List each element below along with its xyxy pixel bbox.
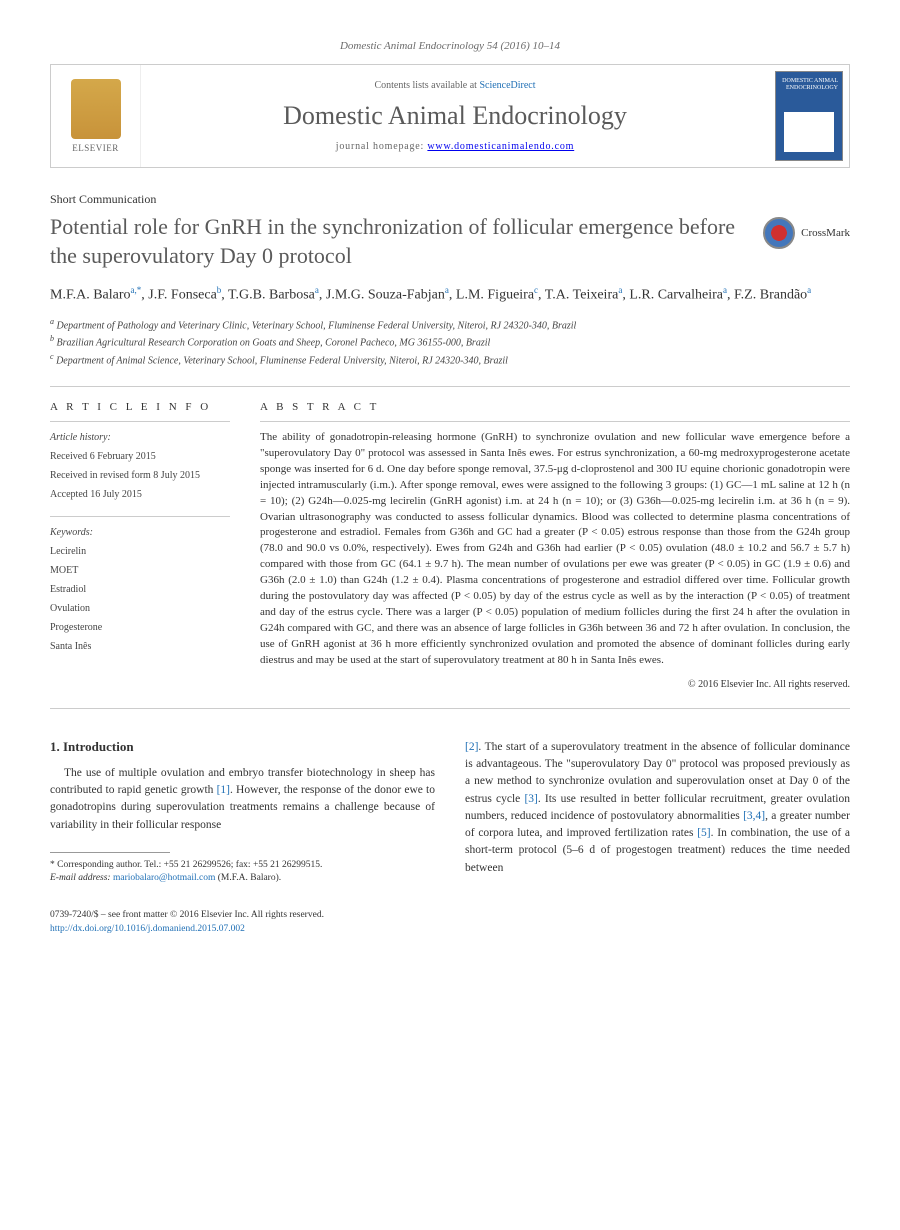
intro-para-2: [2]. The start of a superovulatory treat… xyxy=(465,739,850,877)
citation-link[interactable]: [1] xyxy=(217,784,230,796)
abstract-copyright: © 2016 Elsevier Inc. All rights reserved… xyxy=(260,679,850,690)
keyword-item: Progesterone xyxy=(50,620,230,635)
revised-date: Received in revised form 8 July 2015 xyxy=(50,468,230,483)
footnote-email-label: E-mail address: xyxy=(50,873,111,883)
journal-header: ELSEVIER Contents lists available at Sci… xyxy=(50,64,850,168)
abstract-heading: A B S T R A C T xyxy=(260,401,850,413)
footnote-email-line: E-mail address: mariobalaro@hotmail.com … xyxy=(50,872,435,885)
keyword-item: MOET xyxy=(50,563,230,578)
elsevier-logo[interactable]: ELSEVIER xyxy=(51,65,141,167)
article-title: Potential role for GnRH in the synchroni… xyxy=(50,213,743,270)
homepage-line: journal homepage: www.domesticanimalendo… xyxy=(151,141,759,152)
separator-bottom xyxy=(50,708,850,709)
contents-prefix: Contents lists available at xyxy=(374,80,479,91)
keyword-item: Estradiol xyxy=(50,582,230,597)
keyword-item: Ovulation xyxy=(50,601,230,616)
homepage-prefix: journal homepage: xyxy=(336,141,428,152)
page-container: Domestic Animal Endocrinology 54 (2016) … xyxy=(0,0,900,976)
crossmark-icon xyxy=(763,217,795,249)
accepted-date: Accepted 16 July 2015 xyxy=(50,487,230,502)
article-type: Short Communication xyxy=(50,192,850,207)
footnote-separator xyxy=(50,852,170,853)
abstract-column: A B S T R A C T The ability of gonadotro… xyxy=(260,401,850,690)
keywords-label: Keywords: xyxy=(50,525,230,540)
affiliations: a Department of Pathology and Veterinary… xyxy=(50,316,850,368)
page-footer: 0739-7240/$ – see front matter © 2016 El… xyxy=(50,909,850,936)
citation-link[interactable]: [3] xyxy=(524,793,537,805)
article-info-heading: A R T I C L E I N F O xyxy=(50,401,230,413)
info-sep-1 xyxy=(50,421,230,422)
footer-issn: 0739-7240/$ – see front matter © 2016 El… xyxy=(50,909,850,922)
crossmark-label: CrossMark xyxy=(801,227,850,239)
article-info-column: A R T I C L E I N F O Article history: R… xyxy=(50,401,230,690)
elsevier-tree-icon xyxy=(71,79,121,139)
sciencedirect-link[interactable]: ScienceDirect xyxy=(479,80,535,91)
info-abstract-row: A R T I C L E I N F O Article history: R… xyxy=(50,401,850,690)
title-row: Potential role for GnRH in the synchroni… xyxy=(50,213,850,270)
citation-link[interactable]: [5] xyxy=(697,827,710,839)
elsevier-label: ELSEVIER xyxy=(72,143,119,153)
citation-link[interactable]: [3,4] xyxy=(743,810,765,822)
footnote-corr: * Corresponding author. Tel.: +55 21 262… xyxy=(50,859,435,872)
authors-list: M.F.A. Balaroa,*, J.F. Fonsecab, T.G.B. … xyxy=(50,284,850,306)
footnote-email-link[interactable]: mariobalaro@hotmail.com xyxy=(113,873,215,883)
corresponding-author-footnote: * Corresponding author. Tel.: +55 21 262… xyxy=(50,859,435,886)
citation-link[interactable]: [2] xyxy=(465,741,478,753)
contents-line: Contents lists available at ScienceDirec… xyxy=(151,80,759,91)
journal-name: Domestic Animal Endocrinology xyxy=(151,101,759,131)
abstract-text: The ability of gonadotropin-releasing ho… xyxy=(260,430,850,669)
cover-title-text: DOMESTIC ANIMAL ENDOCRINOLOGY xyxy=(780,78,838,92)
keywords-list: Lecirelin MOET Estradiol Ovulation Progester… xyxy=(50,544,230,654)
info-sep-2 xyxy=(50,516,230,517)
journal-reference: Domestic Animal Endocrinology 54 (2016) … xyxy=(50,40,850,52)
footnote-email-suffix: (M.F.A. Balaro). xyxy=(218,873,281,883)
history-label: Article history: xyxy=(50,430,230,445)
crossmark-widget[interactable]: CrossMark xyxy=(763,217,850,249)
footer-doi-link[interactable]: http://dx.doi.org/10.1016/j.domaniend.20… xyxy=(50,924,245,934)
received-date: Received 6 February 2015 xyxy=(50,449,230,464)
cover-image: DOMESTIC ANIMAL ENDOCRINOLOGY xyxy=(775,71,843,161)
abstract-sep xyxy=(260,421,850,422)
journal-cover-thumb[interactable]: DOMESTIC ANIMAL ENDOCRINOLOGY xyxy=(769,65,849,167)
keyword-item: Santa Inês xyxy=(50,639,230,654)
separator-top xyxy=(50,386,850,387)
header-center: Contents lists available at ScienceDirec… xyxy=(141,65,769,167)
section-1-heading: 1. Introduction xyxy=(50,739,435,755)
homepage-link[interactable]: www.domesticanimalendo.com xyxy=(427,141,574,152)
body-two-column: 1. Introduction The use of multiple ovul… xyxy=(50,739,850,886)
intro-para-1: The use of multiple ovulation and embryo… xyxy=(50,765,435,834)
keyword-item: Lecirelin xyxy=(50,544,230,559)
